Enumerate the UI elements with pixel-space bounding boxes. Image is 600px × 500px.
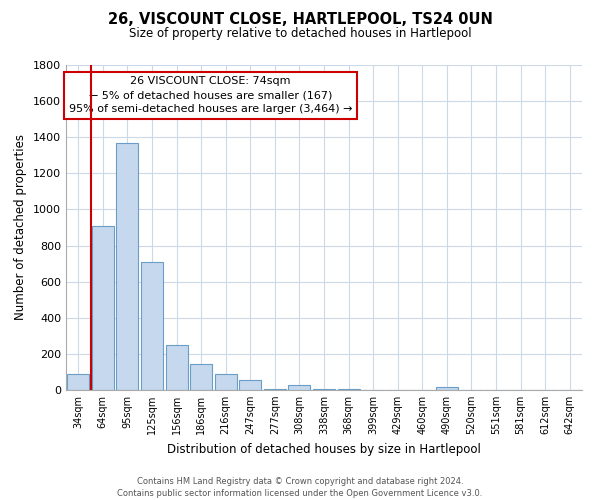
Bar (141, 262, 163, 390)
Bar (264, 389, 286, 390)
Text: Contains HM Land Registry data © Crown copyright and database right 2024.
Contai: Contains HM Land Registry data © Crown c… (118, 476, 482, 498)
Text: Size of property relative to detached houses in Hartlepool: Size of property relative to detached ho… (128, 28, 472, 40)
Bar (338, 389, 359, 390)
Bar (92, 226, 114, 390)
Bar (289, 384, 310, 390)
Bar (436, 388, 458, 390)
Bar (67, 374, 89, 390)
Bar (215, 374, 237, 390)
X-axis label: Distribution of detached houses by size in Hartlepool: Distribution of detached houses by size … (167, 442, 481, 456)
Bar (116, 142, 139, 390)
Bar (166, 345, 188, 390)
Bar (239, 380, 262, 390)
Bar (313, 389, 335, 390)
Bar (190, 364, 212, 390)
Y-axis label: Number of detached properties: Number of detached properties (14, 134, 28, 320)
Text: 26 VISCOUNT CLOSE: 74sqm
← 5% of detached houses are smaller (167)
95% of semi-d: 26 VISCOUNT CLOSE: 74sqm ← 5% of detache… (69, 76, 352, 114)
Text: 26, VISCOUNT CLOSE, HARTLEPOOL, TS24 0UN: 26, VISCOUNT CLOSE, HARTLEPOOL, TS24 0UN (107, 12, 493, 28)
